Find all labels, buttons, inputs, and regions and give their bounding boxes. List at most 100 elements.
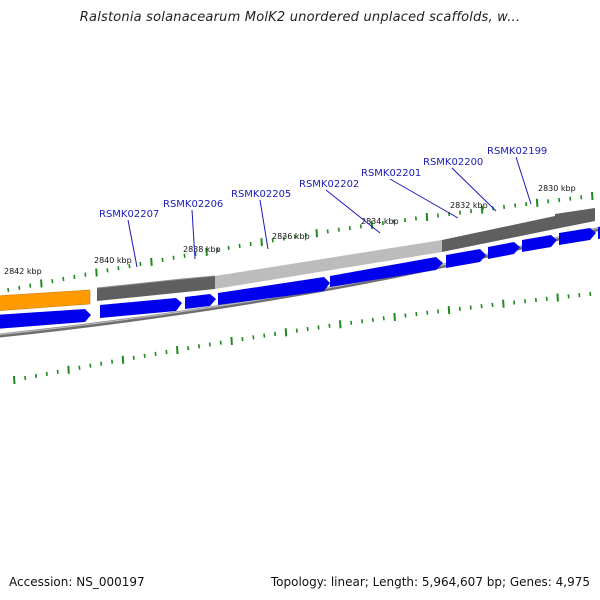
scale-tick bbox=[51, 279, 54, 284]
scale-tick bbox=[480, 304, 483, 309]
scale-tick bbox=[176, 346, 179, 355]
scale-tick bbox=[230, 336, 233, 345]
scaffold-track bbox=[0, 208, 595, 311]
gene-label[interactable]: RSMK02202 bbox=[299, 179, 359, 190]
scale-tick bbox=[284, 328, 288, 337]
gene-label[interactable]: RSMK02200 bbox=[423, 157, 483, 168]
scale-tick bbox=[100, 361, 103, 366]
scale-tick bbox=[578, 293, 581, 298]
scale-tick bbox=[580, 195, 583, 200]
light-gray-contig-segment[interactable] bbox=[215, 240, 442, 289]
scale-tick bbox=[165, 349, 168, 355]
scale-tick bbox=[132, 355, 135, 360]
kbp-label: 2832 kbp bbox=[450, 201, 488, 210]
gene-arrow[interactable] bbox=[559, 228, 596, 245]
dark-gray-contig-segment[interactable] bbox=[97, 276, 215, 301]
accession-label: Accession: NS_000197 bbox=[9, 575, 145, 589]
scale-tick bbox=[447, 306, 451, 315]
dark-gray-contig-segment-2[interactable] bbox=[442, 216, 555, 252]
scale-ticks-outer bbox=[7, 191, 594, 293]
scale-tick bbox=[437, 309, 440, 314]
gene-arrow[interactable] bbox=[522, 235, 557, 252]
gene-label[interactable]: RSMK02205 bbox=[231, 189, 291, 200]
scale-tick bbox=[78, 365, 81, 370]
gene-arrow[interactable] bbox=[185, 294, 216, 309]
scale-tick bbox=[89, 363, 92, 368]
scale-tick bbox=[392, 219, 395, 224]
scale-tick bbox=[208, 342, 211, 347]
scale-tick bbox=[480, 205, 484, 214]
scale-tick bbox=[470, 209, 473, 214]
scale-tick bbox=[534, 297, 537, 303]
scale-tick bbox=[205, 247, 208, 256]
scale-tick bbox=[337, 227, 340, 232]
scale-tick bbox=[306, 326, 309, 332]
scale-tick bbox=[414, 216, 417, 221]
scale-tick bbox=[315, 229, 318, 238]
gene-arrow[interactable] bbox=[218, 277, 330, 305]
scale-tick bbox=[425, 212, 429, 222]
scale-tick bbox=[328, 323, 331, 328]
scale-tick bbox=[339, 320, 342, 329]
gene-label[interactable]: RSMK02207 bbox=[99, 209, 159, 220]
gene-label[interactable]: RSMK02201 bbox=[361, 168, 421, 179]
scale-tick bbox=[295, 328, 298, 333]
gene-label[interactable]: RSMK02199 bbox=[487, 146, 547, 157]
scale-tick bbox=[403, 218, 406, 223]
kbp-label: 2838 kbp bbox=[183, 245, 221, 254]
scale-tick bbox=[238, 243, 241, 248]
scale-tick bbox=[271, 238, 274, 243]
scale-tick bbox=[56, 369, 59, 374]
gene-label[interactable]: RSMK02206 bbox=[163, 199, 223, 210]
scale-tick bbox=[106, 268, 109, 273]
kbp-label: 2830 kbp bbox=[538, 184, 576, 193]
scale-tick bbox=[282, 236, 285, 241]
scale-tick bbox=[29, 283, 32, 288]
scale-tick bbox=[525, 202, 528, 207]
scale-tick bbox=[241, 337, 244, 342]
orange-contig-segment[interactable] bbox=[0, 289, 91, 311]
scale-tick bbox=[381, 221, 384, 226]
dark-gray-contig-segment-3[interactable] bbox=[555, 208, 595, 229]
scale-tick bbox=[556, 293, 559, 302]
scale-tick bbox=[172, 255, 175, 260]
scale-tick bbox=[198, 344, 201, 349]
gene-arrow[interactable] bbox=[0, 309, 91, 329]
scale-tick bbox=[219, 340, 222, 345]
scale-tick bbox=[469, 305, 472, 310]
scale-tick bbox=[24, 375, 27, 381]
scale-tick bbox=[459, 210, 462, 215]
scale-tick bbox=[545, 296, 548, 301]
scale-tick bbox=[502, 299, 505, 308]
scale-tick bbox=[161, 257, 164, 262]
kbp-label: 2840 kbp bbox=[94, 256, 132, 265]
scale-tick bbox=[34, 373, 37, 378]
scale-tick bbox=[154, 351, 157, 356]
scale-tick bbox=[40, 279, 43, 288]
scale-tick bbox=[183, 253, 186, 258]
scale-tick bbox=[382, 316, 385, 321]
scale-tick bbox=[359, 224, 362, 229]
scale-tick bbox=[567, 294, 570, 299]
scale-tick bbox=[591, 191, 594, 201]
gene-arrow[interactable] bbox=[100, 298, 182, 318]
scale-tick bbox=[252, 335, 255, 340]
scale-tick bbox=[150, 257, 153, 266]
scale-tick bbox=[62, 276, 65, 282]
scale-tick bbox=[547, 199, 550, 204]
gene-arrow[interactable] bbox=[446, 249, 486, 268]
gene-arrow[interactable] bbox=[330, 257, 443, 287]
scale-ticks-inner bbox=[13, 291, 592, 385]
scale-tick bbox=[194, 251, 197, 256]
gene-arrow[interactable] bbox=[488, 242, 520, 259]
kbp-label: 2842 kbp bbox=[4, 267, 42, 276]
scale-tick bbox=[67, 365, 70, 374]
scale-tick bbox=[7, 287, 10, 293]
scale-tick bbox=[117, 266, 120, 271]
scale-tick bbox=[326, 229, 329, 234]
gene-track[interactable] bbox=[0, 226, 600, 329]
scale-tick bbox=[436, 213, 439, 218]
scale-tick bbox=[139, 261, 142, 267]
scale-tick bbox=[569, 196, 572, 201]
